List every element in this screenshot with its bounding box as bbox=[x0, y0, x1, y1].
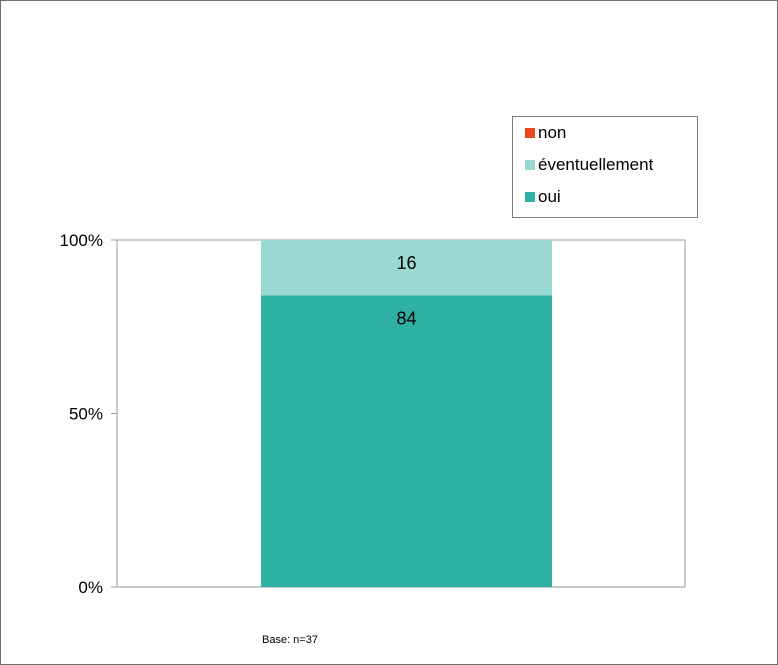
legend-label-eventuellement: éventuellement bbox=[538, 155, 654, 174]
data-label-oui: 84 bbox=[396, 309, 416, 329]
data-label-eventuellement: 16 bbox=[396, 253, 416, 273]
y-tick-label: 50% bbox=[69, 405, 103, 424]
y-tick-label: 100% bbox=[60, 231, 103, 250]
y-axis: 0% 50% 100% bbox=[60, 231, 117, 597]
legend-label-non: non bbox=[538, 123, 567, 142]
legend: non éventuellement oui bbox=[512, 116, 698, 218]
legend-swatch-eventuellement bbox=[525, 160, 535, 170]
bar-segment-oui bbox=[261, 295, 552, 587]
legend-item-oui: oui bbox=[525, 187, 561, 207]
bar-segment-eventuellement bbox=[261, 240, 552, 296]
legend-label-oui: oui bbox=[538, 187, 561, 206]
legend-swatch-oui bbox=[525, 192, 535, 202]
y-tick-label: 0% bbox=[78, 578, 103, 597]
bars-group: 84 16 bbox=[261, 240, 552, 587]
base-note: Base: n=37 bbox=[262, 634, 318, 646]
legend-item-eventuellement: éventuellement bbox=[525, 155, 653, 175]
legend-swatch-non bbox=[525, 128, 535, 138]
legend-item-non: non bbox=[525, 123, 566, 143]
